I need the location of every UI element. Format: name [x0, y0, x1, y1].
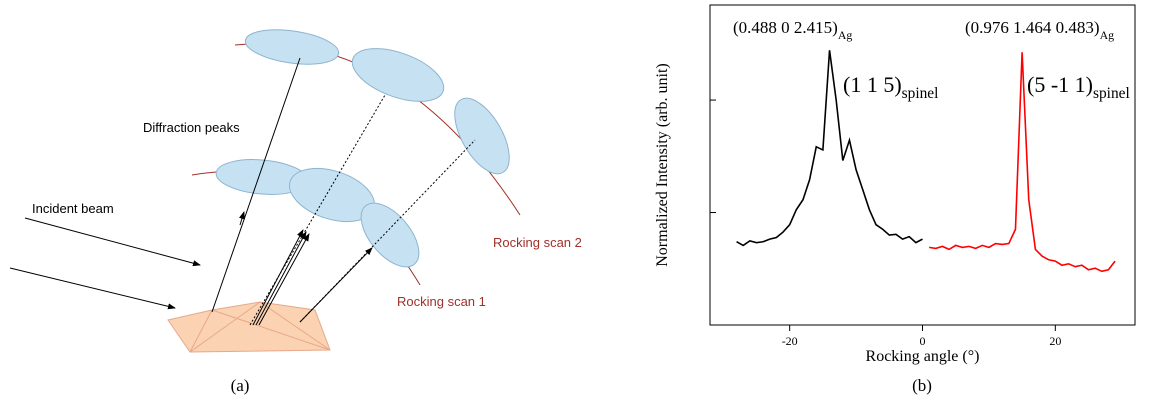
label: Rocking scan 1 — [397, 294, 486, 309]
plot-frame — [709, 4, 1136, 326]
annotation-text: (0.976 1.464 0.483) — [965, 18, 1100, 37]
x-tick-label: -20 — [782, 334, 798, 348]
crystal-edges — [189, 301, 331, 353]
x-axis-label: Rocking angle (°) — [866, 348, 980, 365]
beams — [9, 57, 476, 326]
annotation-subscript: spinel — [1093, 85, 1130, 102]
peaks — [215, 29, 510, 268]
x-tick-label: 0 — [920, 334, 926, 348]
annotation-text: (0.488 0 2.415) — [733, 18, 838, 37]
diagram: Diffraction peaks Incident beam Rocking … — [9, 29, 582, 395]
label: Rocking scan 2 — [493, 235, 582, 250]
annotation-subscript: Ag — [1100, 28, 1115, 42]
caption: (a) — [231, 376, 250, 395]
label: Diffraction peaks — [143, 120, 240, 135]
data-line — [736, 50, 923, 247]
y-axis-label: Normalized Intensity (arb. unit) — [654, 63, 671, 267]
annotation-text: (1 1 5) — [843, 72, 902, 97]
data-line — [929, 52, 1116, 273]
annotation: (0.976 1.464 0.483)Ag — [965, 18, 1114, 42]
annotation-subscript: Ag — [838, 28, 853, 42]
chart: -20 0 20 Rocking angle (°) Normalized Intens… — [654, 4, 1136, 395]
annotation-text: (5 -1 1) — [1027, 72, 1093, 97]
annotation: (0.488 0 2.415)Ag — [733, 18, 852, 42]
annotation: (1 1 5)spinel — [843, 72, 938, 102]
annotation-subscript: spinel — [902, 85, 939, 102]
label: Incident beam — [32, 201, 114, 216]
caption: (b) — [912, 376, 932, 395]
x-tick-label: 20 — [1049, 334, 1061, 348]
annotation: (5 -1 1)spinel — [1027, 72, 1130, 102]
